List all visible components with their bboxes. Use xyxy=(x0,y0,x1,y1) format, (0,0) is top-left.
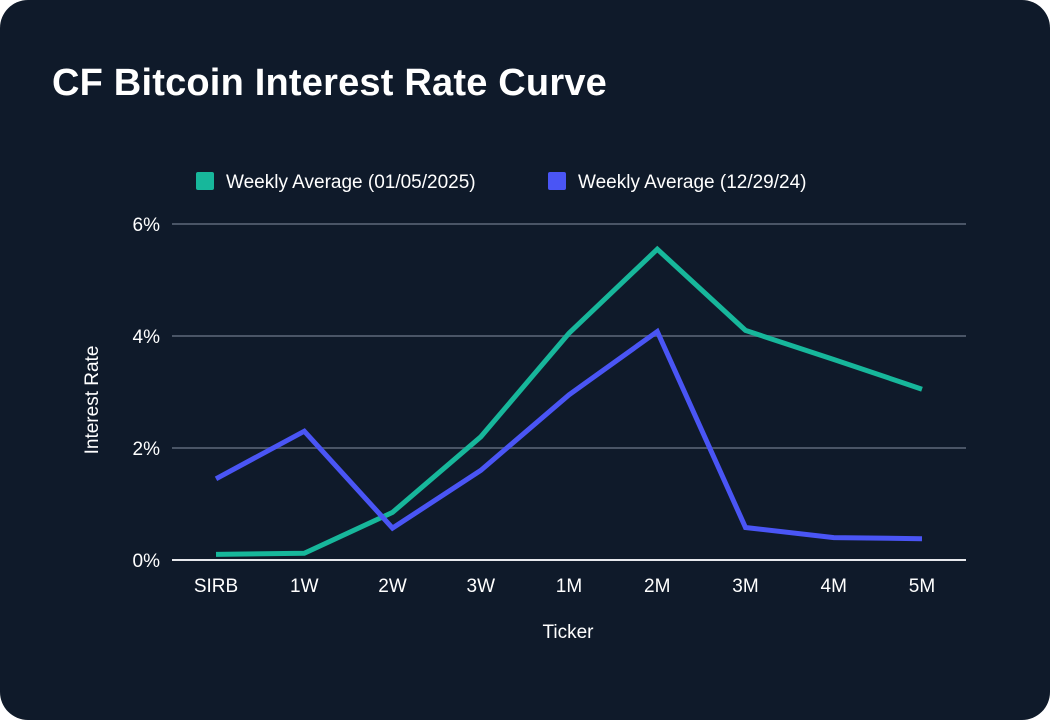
x-tick-label: 3M xyxy=(732,576,758,597)
series-line-0 xyxy=(215,245,923,557)
y-axis-ticks: 0% 2% 4% 6% xyxy=(133,215,161,572)
y-tick-label: 2% xyxy=(133,439,161,460)
legend-entry-label: Weekly Average (12/29/24) xyxy=(578,172,807,193)
x-tick-label: 2W xyxy=(378,576,407,597)
legend-swatch xyxy=(548,172,566,190)
x-tick-label: 1M xyxy=(556,576,582,597)
x-tick-label: SIRB xyxy=(194,576,238,597)
legend: Weekly Average (01/05/2025) Weekly Avera… xyxy=(196,172,807,193)
x-tick-label: 3W xyxy=(467,576,496,597)
legend-entry-label: Weekly Average (01/05/2025) xyxy=(226,172,476,193)
x-tick-label: 1W xyxy=(290,576,319,597)
x-tick-label: 2M xyxy=(644,576,670,597)
x-tick-label: 5M xyxy=(909,576,935,597)
y-tick-label: 4% xyxy=(133,327,161,348)
series-lines xyxy=(214,245,923,557)
chart-title: CF Bitcoin Interest Rate Curve xyxy=(52,62,607,104)
x-axis-label: Ticker xyxy=(542,622,594,643)
legend-swatch xyxy=(196,172,214,190)
y-tick-label: 6% xyxy=(133,215,161,236)
y-tick-label: 0% xyxy=(133,551,161,572)
x-axis-ticks: SIRB 1W 2W 3W 1M 2M 3M 4M 5M xyxy=(194,576,935,597)
y-axis-label: Interest Rate xyxy=(82,346,103,455)
series-line-1 xyxy=(214,327,923,542)
x-tick-label: 4M xyxy=(821,576,847,597)
